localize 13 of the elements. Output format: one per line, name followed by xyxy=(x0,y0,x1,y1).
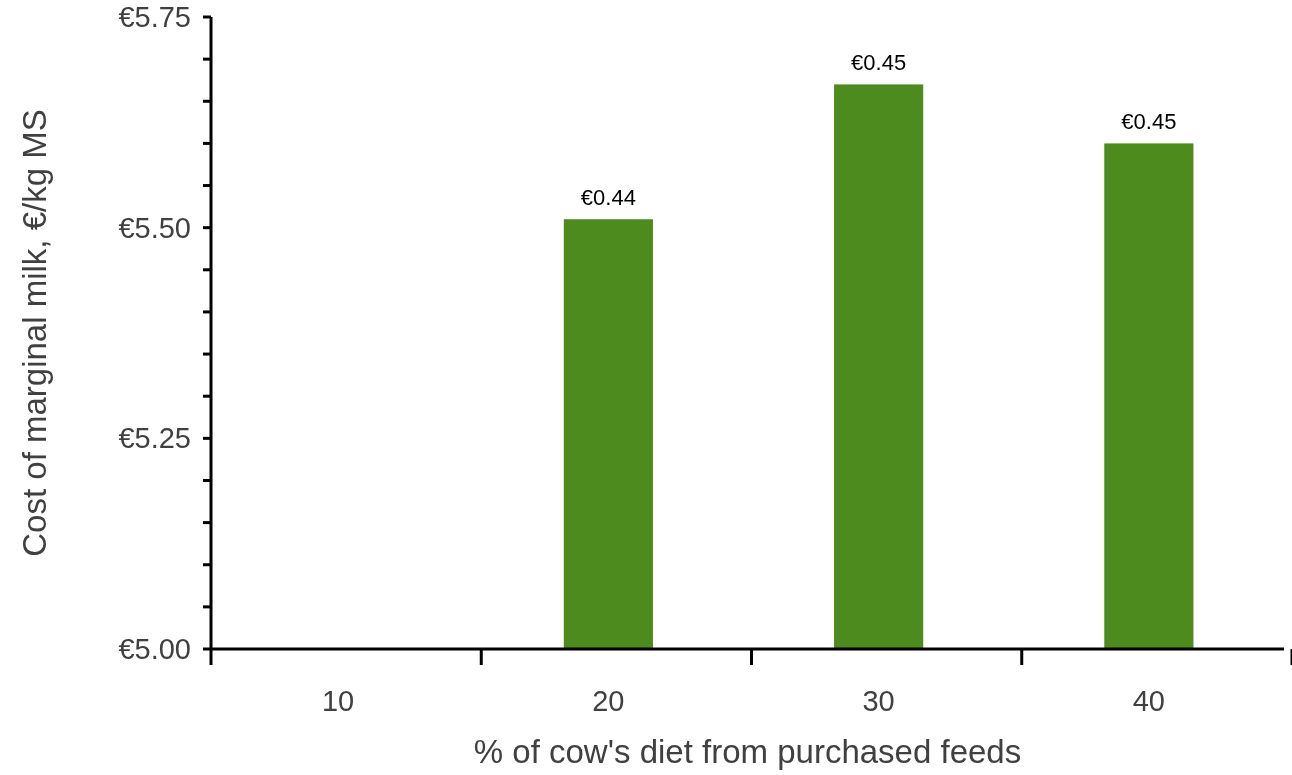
y-axis-title: Cost of marginal milk, €/kg MS xyxy=(16,109,53,557)
x-tick-label: 30 xyxy=(862,685,895,717)
y-tick-label: €5.75 xyxy=(118,1,191,34)
x-tick-label: 20 xyxy=(592,685,625,717)
annotation: €0.45 xyxy=(1121,109,1177,135)
y-tick-label: €5.00 xyxy=(118,633,191,666)
y-tick-label: €5.25 xyxy=(118,422,191,455)
x-tick-label: 10 xyxy=(321,685,355,717)
x-tick-label: 40 xyxy=(1132,685,1166,717)
y-tick-label: €5.50 xyxy=(118,211,191,244)
annotation: €0.44 xyxy=(580,185,636,211)
x-axis-title: % of cow's diet from purchased feeds xyxy=(473,733,1022,770)
annotation: €0.45 xyxy=(851,50,907,76)
